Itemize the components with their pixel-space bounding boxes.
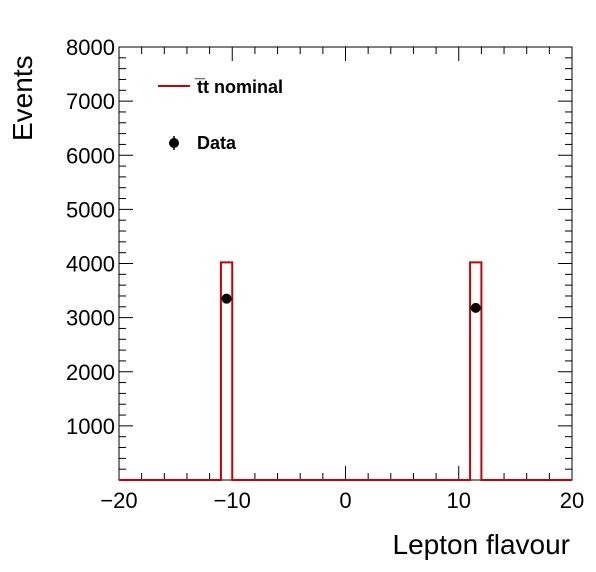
y-tick-label: 5000 <box>66 197 115 222</box>
y-tick-labels: 1000 2000 3000 4000 5000 6000 7000 8000 <box>66 35 115 439</box>
y-tick-label: 2000 <box>66 360 115 385</box>
x-axis-title: Lepton flavour <box>393 529 570 560</box>
minor-ticks <box>119 47 572 480</box>
y-tick-label: 1000 <box>66 414 115 439</box>
data-point <box>470 302 482 313</box>
mc-histogram-line <box>119 261 572 481</box>
y-tick-label: 7000 <box>66 89 115 114</box>
data-point-marker <box>470 302 481 313</box>
x-tick-label: 10 <box>447 488 471 513</box>
y-tick-label: 3000 <box>66 306 115 331</box>
data-points <box>220 293 482 313</box>
x-tick-label: −20 <box>100 488 137 513</box>
x-tick-label: 0 <box>339 488 351 513</box>
x-tick-label: 20 <box>560 488 584 513</box>
legend-mc-label: t̅t nominal <box>194 77 283 97</box>
legend: t̅t nominal Data <box>158 77 283 153</box>
y-tick-label: 8000 <box>66 35 115 60</box>
plot-frame <box>118 46 573 481</box>
y-axis-title: Events <box>7 55 38 141</box>
y-tick-label: 6000 <box>66 143 115 168</box>
legend-data-label: Data <box>197 133 237 153</box>
major-ticks <box>118 46 573 481</box>
x-tick-labels: −20 −10 0 10 20 <box>100 488 584 513</box>
data-point-marker <box>221 293 232 304</box>
data-point <box>220 293 233 304</box>
y-tick-label: 4000 <box>66 252 115 277</box>
x-tick-label: −10 <box>214 488 251 513</box>
